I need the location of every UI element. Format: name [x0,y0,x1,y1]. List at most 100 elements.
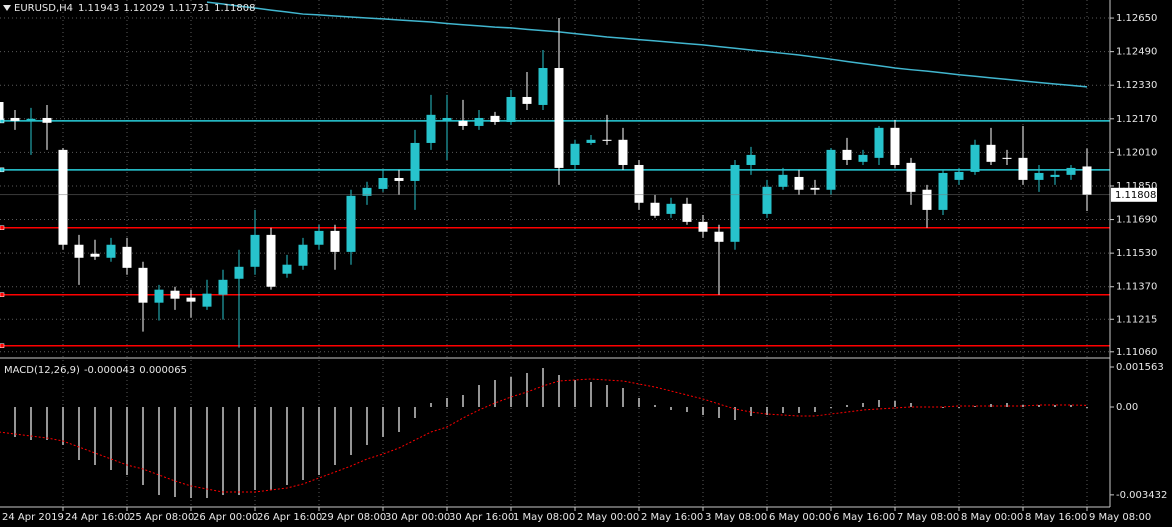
candle-body [298,244,308,266]
x-tick-label: 2 May 00:00 [577,512,639,523]
candle-body [266,234,276,287]
x-tick-label: 7 May 08:00 [897,512,959,523]
macd-header: MACD(12,26,9) -0.000043 0.000065 [4,365,187,376]
close-price: 1.11808 [214,3,255,14]
candle-body [106,244,116,258]
candle-body [362,187,372,196]
y-tick-label: -0.003432 [1116,490,1167,501]
x-tick-label: 8 May 16:00 [1025,512,1087,523]
x-tick-label: 2 May 16:00 [641,512,703,523]
y-tick-label: 1.11370 [1116,282,1157,293]
symbol: EURUSD,H4 [14,3,73,14]
candle-body [0,102,4,120]
y-tick-label: 1.11850 [1116,181,1157,192]
candle-body [1082,166,1092,195]
candle-body [250,234,260,267]
high-price: 1.12029 [123,3,164,14]
candle-body [554,68,564,168]
y-tick-label: 1.11060 [1116,347,1157,358]
x-tick-label: 25 Apr 08:00 [129,512,194,523]
candle-body [74,244,84,258]
candle-body [698,221,708,232]
candle-body [1050,174,1060,177]
candle-body [1018,157,1028,180]
candle-body [1066,167,1076,175]
candle-body [122,246,132,268]
candle-body [602,139,612,141]
candle-body [458,120,468,126]
candle-body [90,253,100,257]
candle-body [570,143,580,165]
candle-body [282,264,292,274]
x-tick-label: 29 Apr 08:00 [321,512,386,523]
y-tick-label: 1.12170 [1116,114,1157,125]
x-tick-label: 8 May 00:00 [961,512,1023,523]
candle-body [490,115,500,122]
candle-body [26,118,36,121]
candle-body [154,289,164,303]
y-tick-label: 1.11690 [1116,215,1157,226]
candle-body [234,266,244,279]
candle-body [10,117,20,121]
x-tick-label: 30 Apr 16:00 [449,512,514,523]
level-marker [0,343,5,348]
candle-body [522,96,532,104]
candle-body [938,172,948,210]
macd-value: -0.000043 [84,365,135,376]
x-tick-label: 26 Apr 16:00 [257,512,322,523]
level-marker [0,225,5,230]
candle-body [682,203,692,222]
open-price: 1.11943 [78,3,119,14]
low-price: 1.11731 [169,3,210,14]
candle-body [1002,157,1012,159]
x-tick-label: 1 May 08:00 [513,512,575,523]
candle-body [906,162,916,192]
y-tick-label: 0.001563 [1116,362,1164,373]
candle-body [922,189,932,210]
candle-body [986,144,996,162]
candle-body [826,149,836,190]
candle-body [42,117,52,123]
candle-body [170,290,180,299]
x-tick-label: 24 Apr 16:00 [65,512,130,523]
candle-body [538,68,548,105]
y-tick-label: 1.11215 [1116,314,1157,325]
candle-body [666,203,676,214]
candle-body [970,144,980,172]
candle-body [442,117,452,121]
candle-body [1034,172,1044,180]
y-tick-label: 0.00 [1116,402,1138,413]
candle-body [954,171,964,180]
candle-body [506,96,516,122]
candle-body [474,117,484,126]
candle-body [730,164,740,242]
y-tick-label: 1.11530 [1116,248,1157,259]
candle-body [746,154,756,165]
macd-label: MACD(12,26,9) [4,365,80,376]
moving-average [206,1,1088,88]
level-marker [0,167,5,173]
candle-body [186,297,196,302]
current-price-label: 1.11808 [1115,190,1156,201]
candle-body [714,231,724,242]
current-price-box [1111,187,1157,202]
candle-body [330,230,340,252]
candle-body [618,139,628,165]
candle-body [202,293,212,307]
x-tick-label: 3 May 08:00 [705,512,767,523]
candle-body [378,178,388,189]
candle-body [218,279,228,295]
x-tick-label: 6 May 16:00 [833,512,895,523]
y-tick-label: 1.12010 [1116,147,1157,158]
candle-body [410,142,420,181]
candle-body [842,149,852,160]
candle-body [650,202,660,216]
signal-line [0,378,1088,493]
x-tick-label: 24 Apr 2019 [2,512,64,523]
symbol-header: EURUSD,H4 1.11943 1.12029 1.11731 1.11808 [14,3,255,14]
signal-value: 0.000065 [139,365,187,376]
candle-body [586,139,596,143]
candle-body [314,230,324,245]
